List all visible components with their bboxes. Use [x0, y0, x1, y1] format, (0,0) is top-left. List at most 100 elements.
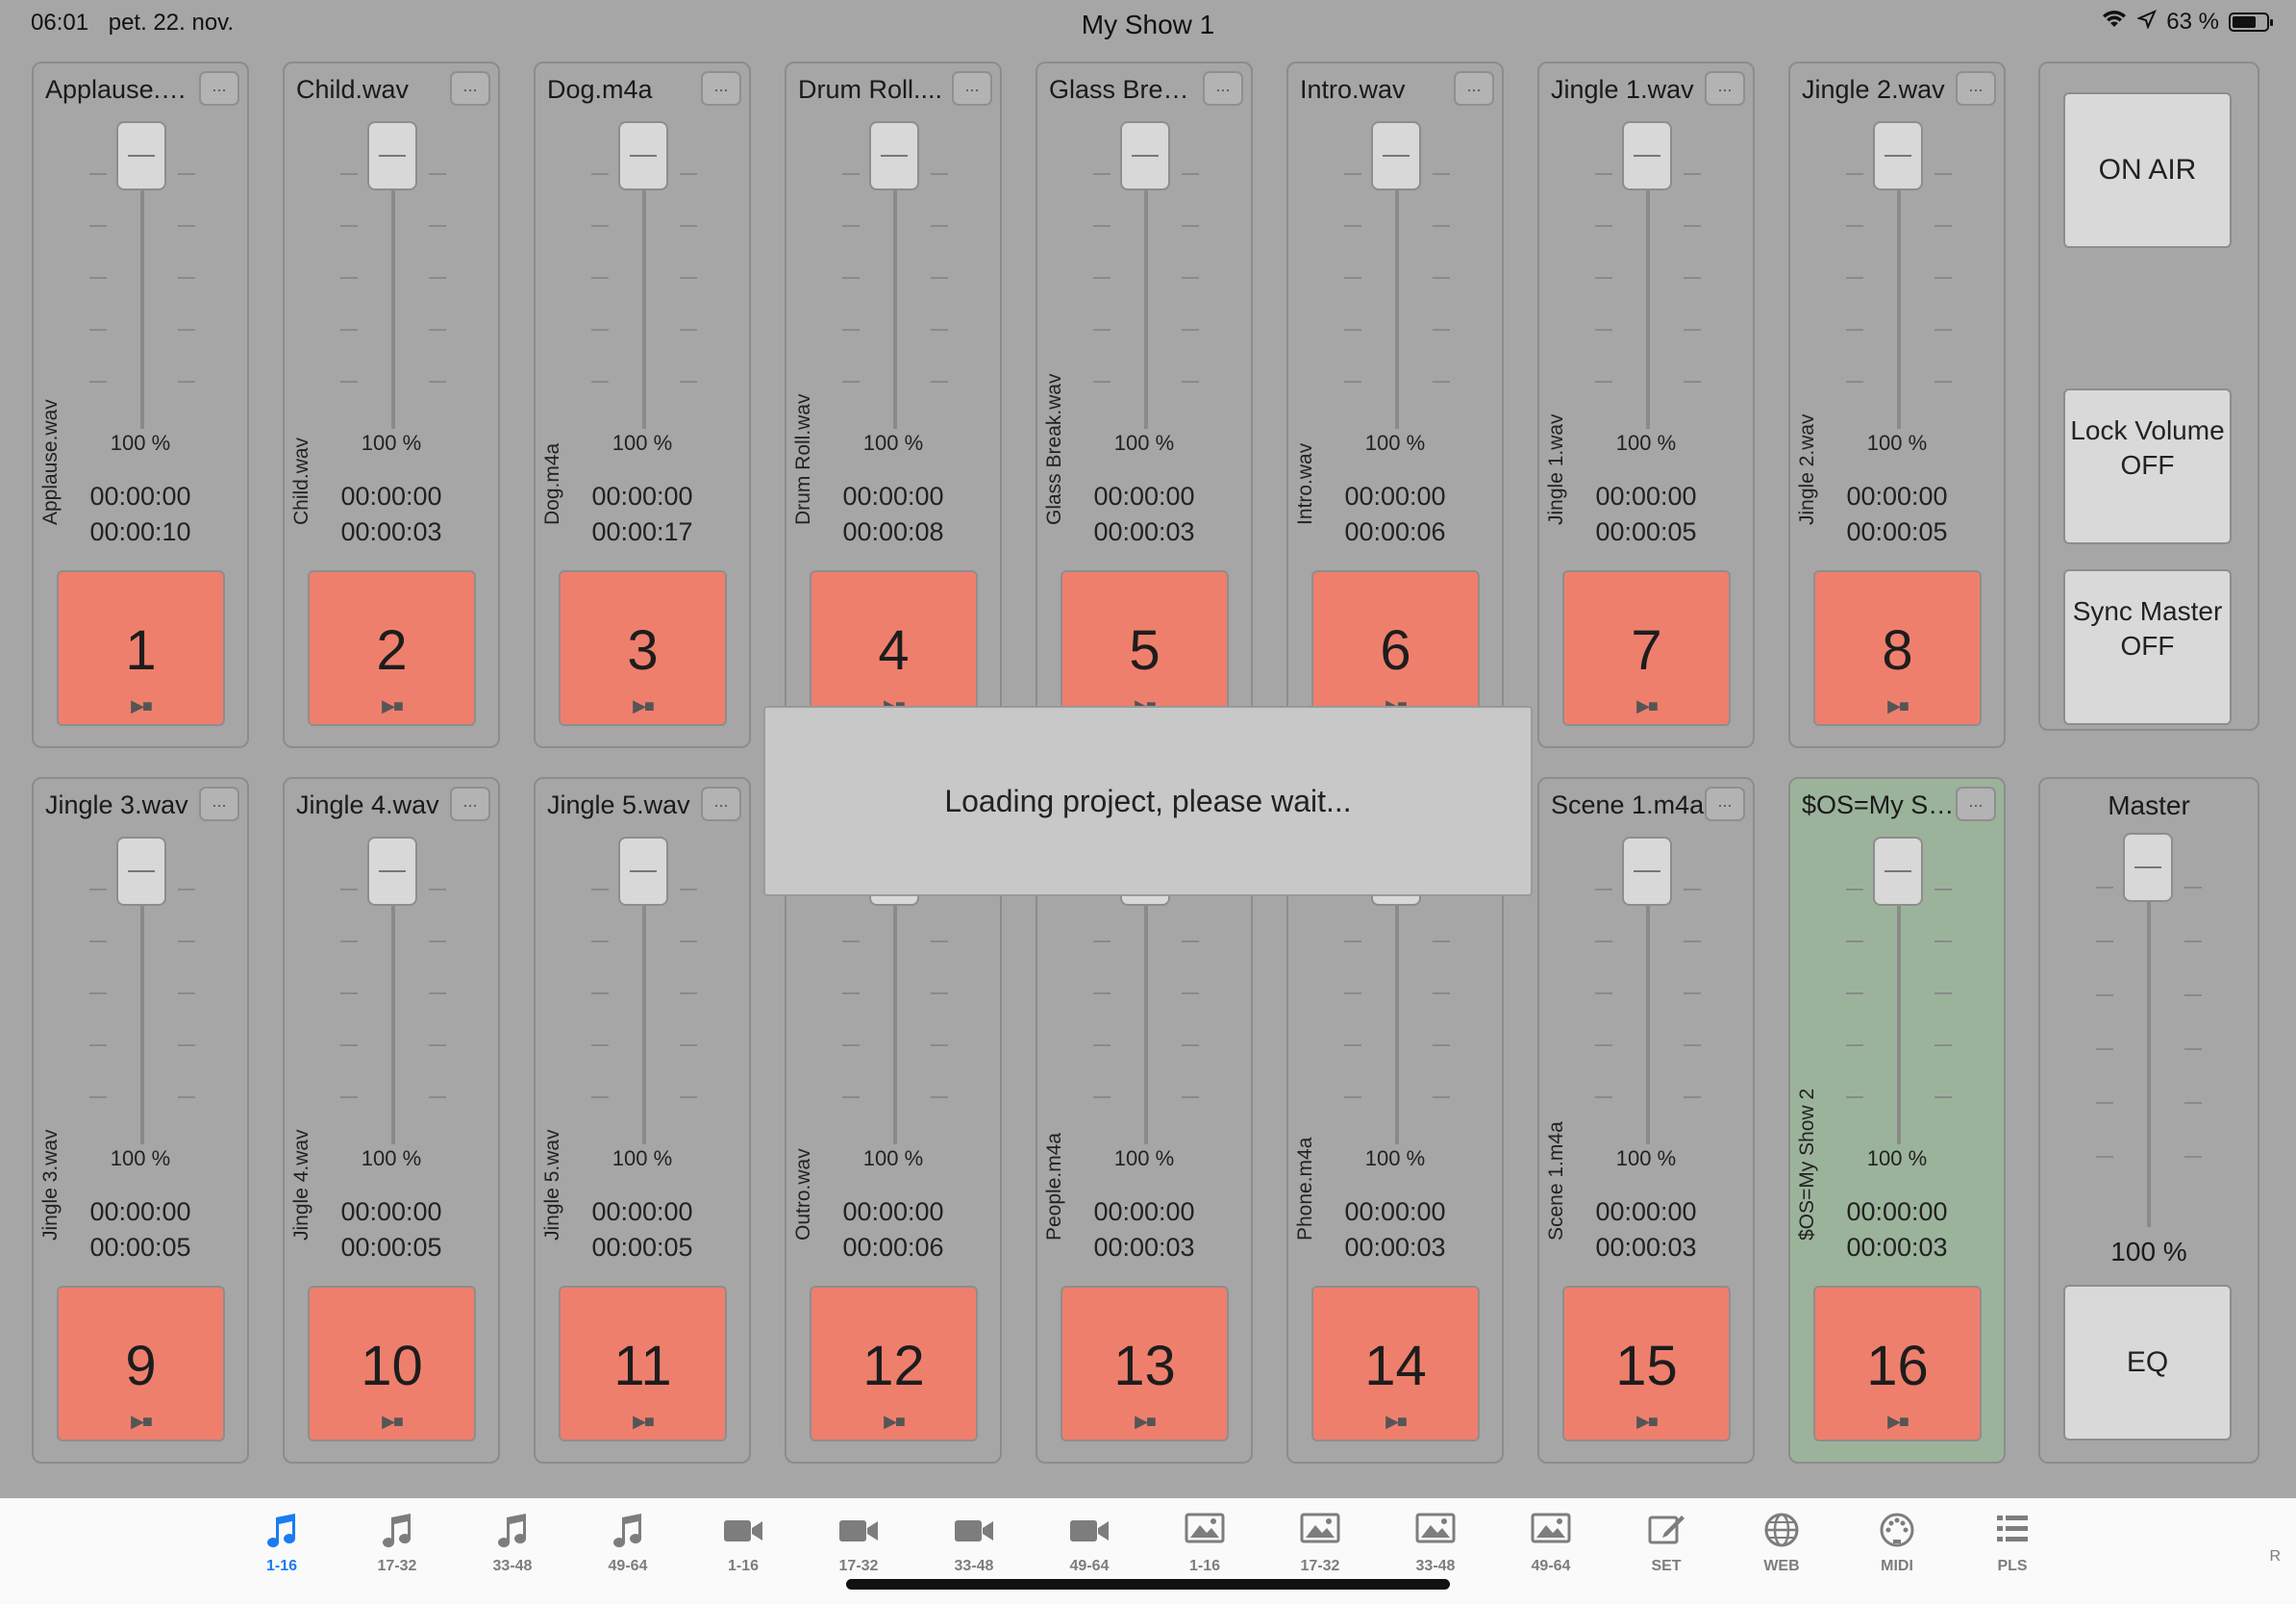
fader-tick — [680, 381, 697, 383]
tab-web[interactable]: WEB — [1743, 1512, 1820, 1575]
fader-knob[interactable] — [1371, 121, 1421, 190]
fader-track[interactable] — [140, 150, 144, 429]
master-fader-track[interactable] — [2147, 862, 2151, 1227]
channel-strip: Jingle 1.wav ... Jingle 1.wav 100 % 00:0… — [1537, 62, 1755, 748]
channel-name: Intro.wav — [1300, 75, 1406, 104]
fader-knob[interactable] — [1873, 121, 1923, 190]
play-pad[interactable]: 1 ▶■ — [57, 570, 225, 726]
play-pad[interactable]: 14 ▶■ — [1311, 1286, 1480, 1441]
channel-menu-button[interactable]: ... — [1705, 71, 1745, 106]
tab-33-48[interactable]: 33-48 — [474, 1512, 551, 1575]
fader-knob[interactable] — [618, 837, 668, 906]
play-pad[interactable]: 15 ▶■ — [1562, 1286, 1731, 1441]
fader-track[interactable] — [893, 865, 897, 1144]
fader-knob[interactable] — [618, 121, 668, 190]
channel-menu-button[interactable]: ... — [701, 787, 741, 821]
fader-track[interactable] — [1646, 150, 1650, 429]
sync-master-button[interactable]: Sync Master OFF — [2063, 569, 2232, 725]
play-stop-icon: ▶■ — [1887, 1412, 1909, 1431]
channel-menu-button[interactable]: ... — [199, 787, 239, 821]
fader-tick — [340, 173, 358, 175]
channel-menu-button[interactable]: ... — [199, 71, 239, 106]
channel-strip: Jingle 2.wav ... Jingle 2.wav 100 % 00:0… — [1788, 62, 2006, 748]
fader-knob[interactable] — [367, 121, 417, 190]
channel-menu-button[interactable]: ... — [1203, 71, 1243, 106]
play-pad[interactable]: 10 ▶■ — [308, 1286, 476, 1441]
tab-1-16[interactable]: 1-16 — [1166, 1512, 1243, 1575]
channel-menu-button[interactable]: ... — [450, 787, 490, 821]
fader-knob[interactable] — [1622, 837, 1672, 906]
tab-33-48[interactable]: 33-48 — [1397, 1512, 1474, 1575]
on-air-button[interactable]: ON AIR — [2063, 92, 2232, 248]
channel-menu-button[interactable]: ... — [450, 71, 490, 106]
fader-knob[interactable] — [869, 121, 919, 190]
channel-menu-button[interactable]: ... — [701, 71, 741, 106]
tab-pls[interactable]: PLS — [1974, 1512, 2051, 1575]
fader-track[interactable] — [391, 150, 395, 429]
fader-knob[interactable] — [1622, 121, 1672, 190]
video-camera-icon — [1051, 1512, 1128, 1554]
tab-17-32[interactable]: 17-32 — [359, 1512, 436, 1575]
tab-midi[interactable]: MIDI — [1859, 1512, 1935, 1575]
fader-track[interactable] — [1395, 865, 1399, 1144]
tab-49-64[interactable]: 49-64 — [1512, 1512, 1589, 1575]
channel-menu-button[interactable]: ... — [1956, 787, 1996, 821]
tab-17-32[interactable]: 17-32 — [820, 1512, 897, 1575]
fader-knob[interactable] — [1120, 121, 1170, 190]
fader-track[interactable] — [391, 865, 395, 1144]
play-pad[interactable]: 16 ▶■ — [1813, 1286, 1982, 1441]
fader-tick — [591, 889, 609, 890]
image-icon — [1282, 1512, 1359, 1554]
fader-track[interactable] — [1646, 865, 1650, 1144]
tab-49-64[interactable]: 49-64 — [1051, 1512, 1128, 1575]
fader-track[interactable] — [893, 150, 897, 429]
tab-set[interactable]: SET — [1628, 1512, 1705, 1575]
play-pad[interactable]: 2 ▶■ — [308, 570, 476, 726]
master-volume-value: 100 % — [2110, 1237, 2187, 1266]
fader-tick — [1093, 1044, 1111, 1046]
play-pad[interactable]: 5 ▶■ — [1061, 570, 1229, 726]
channel-menu-button[interactable]: ... — [952, 71, 992, 106]
fader-track[interactable] — [1144, 150, 1148, 429]
tab-17-32[interactable]: 17-32 — [1282, 1512, 1359, 1575]
play-pad[interactable]: 4 ▶■ — [810, 570, 978, 726]
fader-knob[interactable] — [116, 121, 166, 190]
fader-tick — [1684, 1096, 1701, 1098]
eq-button[interactable]: EQ — [2063, 1285, 2232, 1441]
channel-menu-button[interactable]: ... — [1956, 71, 1996, 106]
play-pad[interactable]: 12 ▶■ — [810, 1286, 978, 1441]
fader-track[interactable] — [642, 865, 646, 1144]
fader-knob[interactable] — [116, 837, 166, 906]
play-pad[interactable]: 6 ▶■ — [1311, 570, 1480, 726]
tab-49-64[interactable]: 49-64 — [589, 1512, 666, 1575]
lock-volume-button[interactable]: Lock Volume OFF — [2063, 388, 2232, 544]
play-pad[interactable]: 8 ▶■ — [1813, 570, 1982, 726]
fader-track[interactable] — [1897, 865, 1901, 1144]
channel-menu-button[interactable]: ... — [1454, 71, 1494, 106]
master-fader-knob[interactable] — [2123, 833, 2173, 902]
tab-33-48[interactable]: 33-48 — [936, 1512, 1012, 1575]
fader-tick — [1093, 173, 1111, 175]
tab-1-16[interactable]: 1-16 — [705, 1512, 782, 1575]
fader-track[interactable] — [1897, 150, 1901, 429]
home-indicator[interactable] — [846, 1579, 1450, 1590]
fader-knob[interactable] — [1873, 837, 1923, 906]
channel-menu-button[interactable]: ... — [1705, 787, 1745, 821]
fader-tick — [931, 1096, 948, 1098]
fader-tick — [429, 1044, 446, 1046]
fader-track[interactable] — [1395, 150, 1399, 429]
fader-track[interactable] — [140, 865, 144, 1144]
tab-1-16[interactable]: 1-16 — [243, 1512, 320, 1575]
play-pad[interactable]: 7 ▶■ — [1562, 570, 1731, 726]
fader-tick — [340, 1096, 358, 1098]
fader-track[interactable] — [642, 150, 646, 429]
fader-tick — [178, 277, 195, 279]
play-pad[interactable]: 3 ▶■ — [559, 570, 727, 726]
play-pad[interactable]: 13 ▶■ — [1061, 1286, 1229, 1441]
fader-track[interactable] — [1144, 865, 1148, 1144]
fader-tick — [429, 225, 446, 227]
fader-knob[interactable] — [367, 837, 417, 906]
fader-tick — [680, 940, 697, 942]
play-pad[interactable]: 9 ▶■ — [57, 1286, 225, 1441]
play-pad[interactable]: 11 ▶■ — [559, 1286, 727, 1441]
